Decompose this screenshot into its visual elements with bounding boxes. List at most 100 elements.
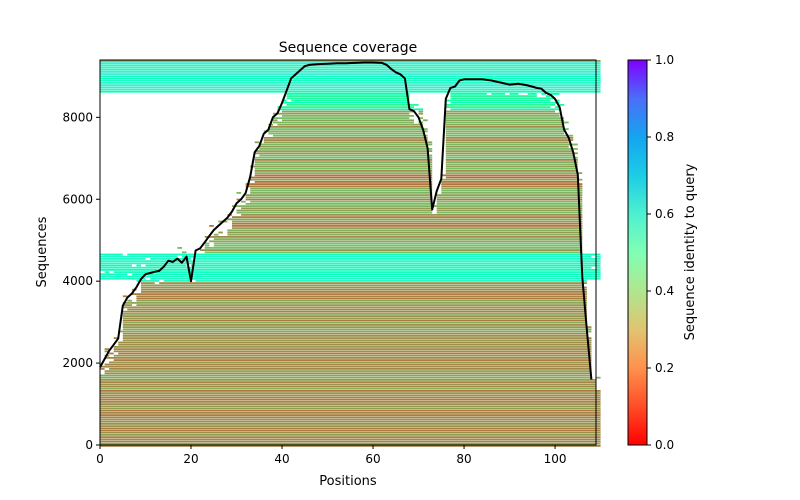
- alignment-row-segment: [122, 304, 132, 306]
- alignment-row-segment: [191, 264, 601, 267]
- alignment-row-segment: [232, 222, 583, 225]
- alignment-row-segment: [445, 132, 565, 135]
- alignment-row-segment: [245, 194, 433, 196]
- alignment-row-segment: [236, 209, 433, 212]
- alignment-row-segment: [109, 368, 592, 370]
- alignment-row-segment: [282, 119, 414, 122]
- alignment-row-segment: [100, 253, 123, 256]
- alignment-row-segment: [204, 236, 583, 238]
- alignment-row-segment: [204, 251, 583, 254]
- alignment-row-segment: [113, 354, 592, 357]
- colorbar-tick-label: 0.0: [655, 438, 674, 452]
- alignment-row-segment: [100, 60, 601, 62]
- alignment-row-segment: [122, 332, 587, 335]
- alignment-row-segment: [100, 381, 596, 383]
- alignment-row-segment: [104, 370, 592, 372]
- alignment-row-segment: [445, 130, 565, 133]
- alignment-row-segment: [436, 200, 583, 203]
- colorbar-tick-label: 0.4: [655, 284, 674, 298]
- alignment-row-segment: [441, 189, 583, 192]
- alignment-row-segment: [596, 255, 601, 258]
- alignment-row-segment: [100, 396, 601, 399]
- alignment-row-segment: [141, 284, 583, 287]
- alignment-row-segment: [445, 99, 551, 102]
- alignment-row-segment: [291, 99, 410, 102]
- alignment-row-segment: [250, 189, 433, 192]
- alignment-row-segment: [100, 425, 601, 427]
- alignment-row-segment: [100, 394, 601, 397]
- colorbar-tick-label: 0.8: [655, 130, 674, 144]
- alignment-row-segment: [127, 308, 587, 311]
- alignment-row-segment: [445, 119, 565, 122]
- alignment-row-segment: [282, 115, 414, 117]
- alignment-row-segment: [136, 297, 587, 300]
- alignment-row-segment: [100, 398, 601, 401]
- alignment-row-segment: [445, 134, 574, 137]
- alignment-row-segment: [100, 434, 601, 436]
- alignment-row-segment: [100, 416, 601, 419]
- alignment-row-segment: [445, 128, 569, 130]
- plot-frame: [99, 59, 597, 446]
- alignment-row-segment: [109, 361, 592, 364]
- alignment-row-segment: [263, 139, 428, 141]
- alignment-row-segment: [159, 282, 587, 284]
- alignment-row-segment: [100, 255, 178, 258]
- alignment-row-segment: [122, 324, 587, 326]
- alignment-row-segment: [286, 104, 419, 106]
- alignment-row-segment: [445, 154, 574, 157]
- alignment-row-segment: [100, 412, 601, 414]
- alignment-row-segment: [141, 282, 155, 284]
- alignment-row-segment: [254, 163, 433, 166]
- alignment-row-segment: [436, 198, 583, 201]
- alignment-row-segment: [445, 121, 569, 124]
- alignment-row-segment: [254, 170, 433, 172]
- alignment-row-segment: [141, 286, 587, 289]
- alignment-row-segment: [109, 352, 114, 355]
- y-tick-label: 8000: [62, 110, 93, 124]
- alignment-row-segment: [122, 313, 587, 315]
- alignment-row-segment: [541, 93, 546, 95]
- alignment-row-segment: [213, 233, 219, 236]
- alignment-row-segment: [286, 95, 410, 97]
- alignment-row-segment: [100, 262, 601, 265]
- alignment-row-segment: [232, 205, 583, 207]
- alignment-row-segment: [213, 244, 583, 247]
- alignment-row-segment: [450, 93, 487, 95]
- alignment-row-segment: [100, 390, 601, 392]
- alignment-row-segment: [204, 247, 583, 249]
- alignment-row-segment: [445, 110, 555, 113]
- alignment-row-segment: [445, 163, 578, 166]
- x-tick-label: 100: [544, 452, 567, 466]
- alignment-row-segment: [263, 141, 433, 144]
- alignment-row-segment: [100, 88, 601, 91]
- alignment-row-segment: [445, 106, 551, 108]
- alignment-row-segment: [204, 244, 210, 247]
- alignment-row-segment: [282, 101, 410, 104]
- colorbar-tick-label: 1.0: [655, 53, 674, 67]
- alignment-row-segment: [277, 123, 424, 126]
- alignment-row-segment: [227, 229, 583, 232]
- y-tick-label: 4000: [62, 274, 93, 288]
- alignment-row-segment: [445, 139, 574, 141]
- alignment-row-segment: [100, 90, 601, 93]
- alignment-row-segment: [127, 299, 132, 302]
- alignment-row-segment: [259, 145, 428, 148]
- alignment-row-segment: [122, 295, 128, 298]
- alignment-row-segment: [555, 106, 560, 108]
- alignment-row-segment: [150, 277, 601, 280]
- alignment-row-segment: [100, 277, 146, 280]
- alignment-row-segment: [100, 405, 601, 408]
- alignment-row-segment: [100, 438, 601, 441]
- alignment-row-segment: [259, 143, 433, 146]
- colorbar-label: Sequence identity to query: [683, 163, 698, 340]
- alignment-row-segment: [254, 152, 428, 155]
- alignment-row-segment: [100, 387, 596, 390]
- alignment-row-segment: [559, 104, 565, 106]
- alignment-row-segment: [131, 293, 587, 295]
- alignment-row-segment: [113, 359, 592, 361]
- alignment-row-segment: [100, 403, 601, 405]
- alignment-row-segment: [100, 409, 601, 412]
- alignment-row-segment: [113, 350, 592, 353]
- alignment-row-segment: [254, 167, 433, 170]
- alignment-row-segment: [254, 174, 433, 177]
